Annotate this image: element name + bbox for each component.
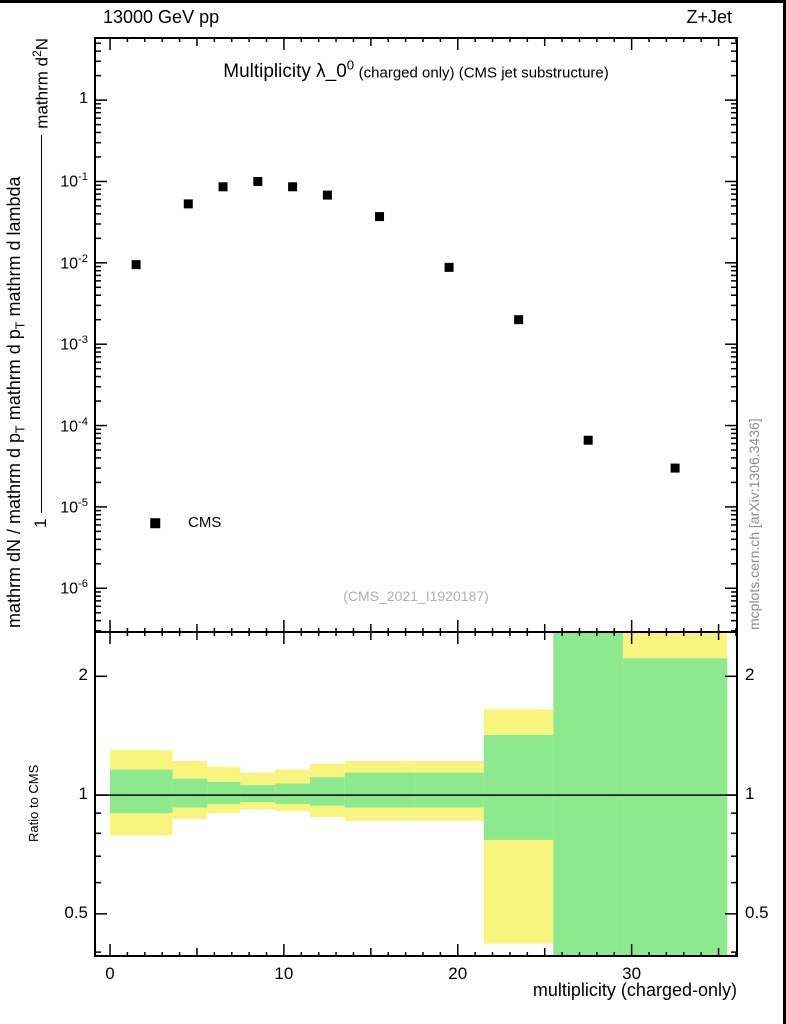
y-tick-label: 1	[79, 90, 88, 108]
legend-marker-cms	[150, 518, 161, 529]
uncertainty-band-inner	[344, 772, 415, 808]
data-point	[322, 190, 332, 200]
y-axis-label-numerator: 1 mathrm d2N	[30, 38, 53, 598]
x-tick-label: 10	[274, 964, 294, 983]
ratio-panel-frame	[94, 631, 738, 957]
y-axis-label-prefix: 1	[31, 518, 51, 528]
y-tick-label: 10-5	[60, 496, 88, 517]
y-axis-label-numerator-text: mathrm d2N	[30, 38, 52, 129]
header-beam-energy: 13000 GeV pp	[103, 7, 220, 27]
y-tick-label: 10-6	[60, 578, 88, 598]
x-tick-label: 30	[622, 964, 642, 983]
legend-label-cms: CMS	[188, 514, 222, 531]
uncertainty-band-inner	[240, 785, 276, 803]
uncertainty-band-inner	[622, 658, 728, 956]
x-tick-label: 20	[448, 964, 468, 983]
main-panel-frame	[94, 37, 738, 633]
ratio-y-tick-label-right: 0.5	[745, 902, 769, 922]
uncertainty-band-inner	[172, 778, 208, 808]
uncertainty-band-inner	[110, 769, 173, 814]
ratio-y-tick-label: 2	[78, 665, 88, 685]
data-point	[375, 212, 385, 222]
ratio-y-tick-label-right: 2	[745, 665, 755, 685]
mcplots-credit: mcplots.cern.ch [arXiv:1306.3436]	[746, 418, 762, 630]
y-tick-label: 10-1	[60, 171, 88, 191]
fraction-bar	[40, 134, 42, 513]
ratio-y-tick-label-right: 1	[745, 784, 755, 804]
uncertainty-band-inner	[483, 734, 554, 840]
y-tick-label: 10-4	[60, 415, 88, 435]
data-point	[288, 182, 298, 192]
uncertainty-band-inner	[553, 632, 623, 956]
data-point	[131, 260, 141, 270]
uncertainty-band-inner	[207, 781, 241, 804]
ratio-y-tick-label: 0.5	[64, 902, 88, 922]
ratio-y-tick-label: 1	[78, 784, 88, 804]
data-point	[670, 463, 680, 473]
plot-title-qualifier: (charged only) (CMS jet substructure)	[358, 64, 609, 82]
data-point	[253, 176, 263, 186]
ratio-y-axis-label: Ratio to CMS	[26, 764, 41, 842]
uncertainty-band-inner	[309, 777, 345, 806]
data-point	[514, 315, 524, 325]
data-point	[444, 262, 454, 272]
data-point	[218, 182, 228, 192]
analysis-id-watermark: (CMS_2021_I1920187)	[343, 588, 489, 604]
x-tick-label: 0	[105, 964, 115, 983]
plot-title: Multiplicity λ_00 (charged only) (CMS je…	[95, 58, 737, 83]
uncertainty-band-inner	[275, 783, 310, 804]
data-point	[183, 199, 193, 209]
uncertainty-band-inner	[414, 772, 484, 808]
data-point	[583, 435, 593, 445]
x-axis-label: multiplicity (charged-only)	[532, 980, 737, 1000]
plot-title-main: Multiplicity λ_00	[223, 58, 355, 83]
header-process: Z+Jet	[686, 7, 732, 27]
y-axis-label-denominator: mathrm dN / mathrm d pT mathrm d pT math…	[4, 176, 28, 628]
y-tick-label: 10-3	[60, 334, 88, 354]
y-tick-label: 10-2	[60, 252, 88, 273]
